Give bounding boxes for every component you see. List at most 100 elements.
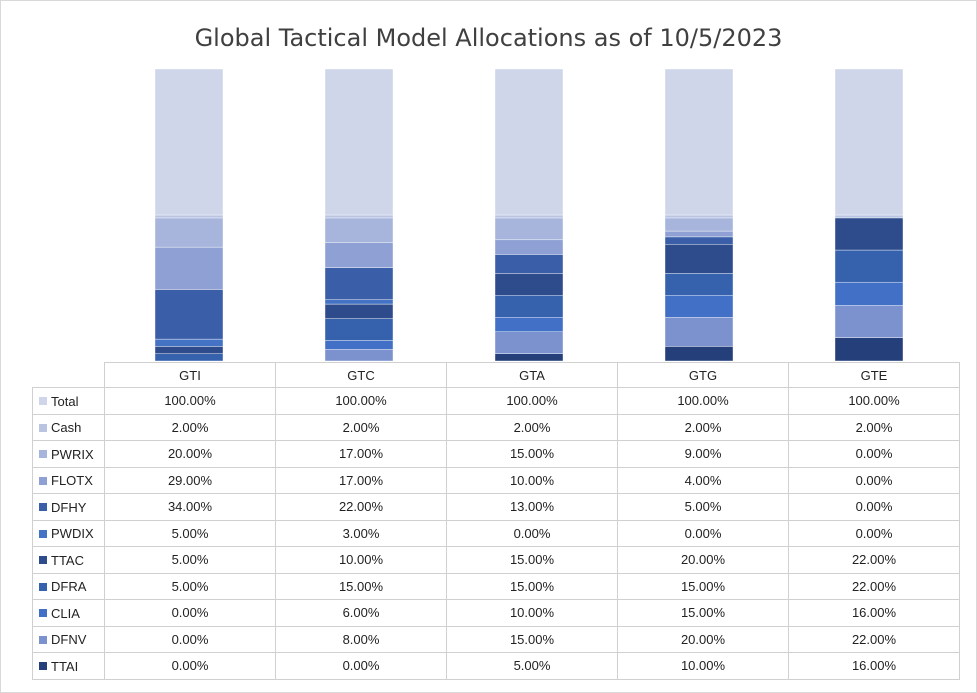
category-label: GTG: [617, 362, 789, 388]
bar-segment-gtg-dfhy: [664, 236, 734, 245]
table-row: TTAC 5.00% 10.00% 15.00% 20.00% 22.00%: [32, 546, 960, 574]
bar-segment-gte-total: [834, 68, 904, 216]
table-row: PWDIX 5.00% 3.00% 0.00% 0.00% 0.00%: [32, 519, 960, 547]
table-row: TTAI 0.00% 0.00% 5.00% 10.00% 16.00%: [32, 652, 960, 680]
data-label: 10.00%: [275, 546, 447, 574]
table-row: FLOTX 29.00% 17.00% 10.00% 4.00% 0.00%: [32, 466, 960, 494]
data-table: GTI GTC GTA GTG GTE Total 100.00% 100.00% 100.00…: [32, 362, 960, 680]
bar-segment-gte-cash: [834, 214, 904, 219]
legend-key-swatch: [39, 662, 47, 671]
table-row: Total 100.00% 100.00% 100.00% 100.00% 100.00%: [32, 387, 960, 415]
data-label: 10.00%: [446, 599, 618, 627]
bar-segment-gtc-pwrix: [324, 217, 394, 243]
legend-entry: DFRA: [32, 572, 105, 600]
legend-key-swatch: [39, 556, 47, 565]
bar-segment-gtg-dfnv: [664, 317, 734, 347]
legend-entry: TTAC: [32, 546, 105, 574]
data-label: 9.00%: [617, 440, 789, 468]
bar-segment-gta-cash: [494, 214, 564, 219]
data-label: 2.00%: [275, 413, 447, 441]
bar-segment-gti-ttac: [154, 346, 224, 354]
legend-entry: Total: [32, 387, 105, 415]
legend-key-swatch: [39, 503, 47, 512]
legend-entry: PWRIX: [32, 440, 105, 468]
series-name: CLIA: [51, 605, 80, 621]
data-label: 0.00%: [275, 652, 447, 680]
bar-segment-gti-total: [154, 68, 224, 216]
data-label: 20.00%: [104, 440, 276, 468]
series-name: Cash: [51, 420, 82, 436]
data-label: 15.00%: [446, 546, 618, 574]
data-label: 22.00%: [788, 546, 960, 574]
data-label: 0.00%: [788, 440, 960, 468]
legend-key-swatch: [39, 476, 47, 485]
bar-segment-gti-dfhy: [154, 289, 224, 340]
data-label: 34.00%: [104, 493, 276, 521]
legend-entry: DFNV: [32, 625, 105, 653]
bar-segment-gtg-clia: [664, 295, 734, 318]
table-row: PWRIX 20.00% 17.00% 15.00% 9.00% 0.00%: [32, 440, 960, 468]
bar-segment-gta-ttac: [494, 273, 564, 296]
bar-segment-gtc-dfnv: [324, 349, 394, 362]
bar-segment-gtg-ttai: [664, 346, 734, 362]
data-label: 100.00%: [617, 387, 789, 415]
data-label: 5.00%: [446, 652, 618, 680]
data-label: 5.00%: [104, 546, 276, 574]
bar-segment-gti-flotx: [154, 246, 224, 290]
chart-plot-area: [0, 0, 977, 362]
table-row: DFRA 5.00% 15.00% 15.00% 15.00% 22.00%: [32, 572, 960, 600]
bar-segment-gtg-dfra: [664, 273, 734, 296]
category-label: GTE: [788, 362, 960, 388]
data-label: 5.00%: [617, 493, 789, 521]
data-label: 2.00%: [104, 413, 276, 441]
legend-entry: TTAI: [32, 652, 105, 680]
bar-segment-gtg-cash: [664, 214, 734, 219]
bar-segment-gta-dfra: [494, 295, 564, 318]
bar-segment-gta-flotx: [494, 239, 564, 255]
series-name: DFHY: [51, 499, 87, 515]
data-label: 16.00%: [788, 599, 960, 627]
data-label: 22.00%: [788, 625, 960, 653]
bar-segment-gta-total: [494, 68, 564, 216]
bar-segment-gti-pwrix: [154, 217, 224, 248]
bar-segment-gta-clia: [494, 317, 564, 333]
bar-segment-gti-cash: [154, 214, 224, 219]
bar-segment-gtc-total: [324, 68, 394, 216]
data-label: 100.00%: [275, 387, 447, 415]
bar-segment-gti-pwdix: [154, 338, 224, 347]
bar-segment-gte-clia: [834, 281, 904, 306]
data-label: 0.00%: [104, 599, 276, 627]
data-label: 15.00%: [617, 572, 789, 600]
legend-key-swatch: [39, 397, 47, 406]
data-label: 6.00%: [275, 599, 447, 627]
chart-title: Global Tactical Model Allocations as of …: [194, 24, 783, 52]
series-name: TTAI: [51, 658, 79, 674]
bar-segment-gte-dfnv: [834, 305, 904, 338]
data-label: 8.00%: [275, 625, 447, 653]
data-label: 0.00%: [104, 625, 276, 653]
bar-segment-gte-ttac: [834, 217, 904, 251]
bar-segment-gte-dfra: [834, 249, 904, 283]
series-name: TTAC: [51, 552, 84, 568]
category-label: GTA: [446, 362, 618, 388]
data-label: 17.00%: [275, 440, 447, 468]
table-row: DFHY 34.00% 22.00% 13.00% 5.00% 0.00%: [32, 493, 960, 521]
data-label: 15.00%: [446, 572, 618, 600]
series-name: Total: [51, 393, 79, 409]
data-label: 15.00%: [446, 440, 618, 468]
bar-segment-gtc-dfra: [324, 318, 394, 341]
data-label: 0.00%: [788, 466, 960, 494]
table-row: CLIA 0.00% 6.00% 10.00% 15.00% 16.00%: [32, 599, 960, 627]
data-label: 0.00%: [104, 652, 276, 680]
data-label: 2.00%: [446, 413, 618, 441]
bar-segment-gtg-flotx: [664, 230, 734, 238]
data-label: 15.00%: [617, 599, 789, 627]
data-label: 15.00%: [275, 572, 447, 600]
bar-segment-gta-ttai: [494, 353, 564, 362]
data-label: 0.00%: [446, 519, 618, 547]
legend-entry: PWDIX: [32, 519, 105, 547]
data-label: 17.00%: [275, 466, 447, 494]
series-name: FLOTX: [51, 473, 93, 489]
bar-segment-gtg-ttac: [664, 243, 734, 274]
legend-key-swatch: [39, 450, 47, 459]
